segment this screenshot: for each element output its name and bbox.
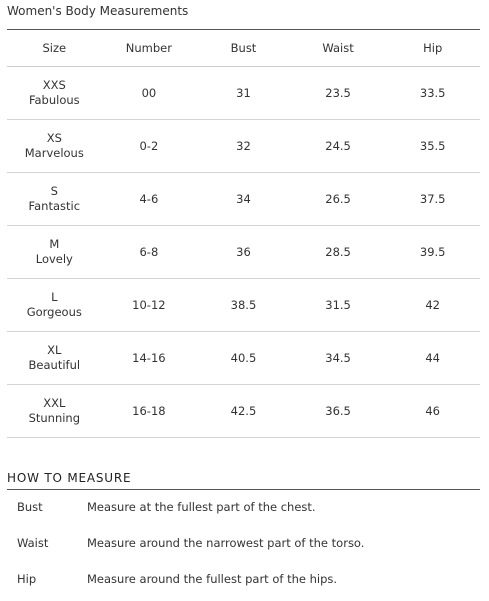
hip-cell: 46 (425, 403, 440, 418)
size-code: XXL (43, 396, 66, 410)
number-cell: 00 (141, 85, 157, 100)
size-cell: S Fantastic (7, 173, 102, 226)
section-divider (7, 489, 480, 490)
size-name: Stunning (28, 411, 81, 425)
header-size: Size (42, 41, 67, 55)
table-row: XS Marvelous 0-2 32 24.5 35.5 (7, 120, 480, 173)
table-row: XL Beautiful 14-16 40.5 34.5 44 (7, 332, 480, 385)
bust-cell: 38.5 (230, 297, 257, 312)
size-cell: M Lovely (7, 226, 102, 279)
size-cell: XXL Stunning (7, 385, 102, 438)
number-cell: 4-6 (139, 191, 159, 206)
header-waist: Waist (322, 41, 354, 55)
hip-cell: 44 (425, 350, 440, 365)
number-cell: 0-2 (139, 138, 159, 153)
table-row: XXS Fabulous 00 31 23.5 33.5 (7, 67, 480, 120)
measure-label: Hip (17, 572, 37, 586)
measure-description: Measure around the fullest part of the h… (87, 572, 338, 586)
size-code: L (51, 290, 58, 304)
number-cell: 10-12 (132, 297, 166, 312)
measure-description: Measure at the fullest part of the chest… (87, 500, 316, 514)
size-cell: XXS Fabulous (7, 67, 102, 120)
page-title: Women's Body Measurements (7, 4, 189, 18)
bust-cell: 36 (236, 244, 251, 259)
bust-cell: 32 (236, 138, 251, 153)
size-code: XL (47, 343, 62, 357)
measure-description: Measure around the narrowest part of the… (87, 536, 365, 550)
table-row: XXL Stunning 16-18 42.5 36.5 46 (7, 385, 480, 438)
table-header-row: Size Number Bust Waist Hip (7, 29, 480, 67)
waist-cell: 24.5 (325, 138, 351, 153)
size-name: Beautiful (28, 358, 81, 372)
table-row: L Gorgeous 10-12 38.5 31.5 42 (7, 279, 480, 332)
waist-cell: 28.5 (325, 244, 351, 259)
hip-cell: 39.5 (419, 244, 446, 259)
size-code: S (50, 184, 58, 198)
bust-cell: 40.5 (230, 350, 257, 365)
size-name: Lovely (35, 252, 73, 266)
number-cell: 16-18 (132, 403, 166, 418)
waist-cell: 31.5 (325, 297, 351, 312)
size-code: XS (46, 131, 62, 145)
number-cell: 14-16 (132, 350, 166, 365)
table-row: S Fantastic 4-6 34 26.5 37.5 (7, 173, 480, 226)
size-cell: XS Marvelous (7, 120, 102, 173)
size-name: Marvelous (24, 146, 84, 160)
measure-label: Waist (17, 536, 49, 550)
hip-cell: 37.5 (419, 191, 446, 206)
bust-cell: 42.5 (230, 403, 257, 418)
bust-cell: 34 (236, 191, 251, 206)
size-code: XXS (42, 78, 66, 92)
hip-cell: 42 (425, 297, 440, 312)
header-number: Number (125, 41, 172, 55)
size-name: Fabulous (28, 93, 80, 107)
size-code: M (49, 237, 60, 251)
waist-cell: 36.5 (325, 403, 351, 418)
size-name: Gorgeous (26, 305, 82, 319)
how-to-measure-heading: HOW TO MEASURE (7, 471, 132, 485)
hip-cell: 33.5 (419, 85, 446, 100)
size-chart-table: Size Number Bust Waist Hip XXS Fabulous … (7, 29, 480, 438)
size-name: Fantastic (28, 199, 81, 213)
measure-label: Bust (17, 500, 43, 514)
size-cell: XL Beautiful (7, 332, 102, 385)
header-bust: Bust (230, 41, 257, 55)
bust-cell: 31 (236, 85, 251, 100)
number-cell: 6-8 (139, 244, 159, 259)
waist-cell: 26.5 (325, 191, 351, 206)
table-row: M Lovely 6-8 36 28.5 39.5 (7, 226, 480, 279)
size-cell: L Gorgeous (7, 279, 102, 332)
hip-cell: 35.5 (419, 138, 446, 153)
waist-cell: 23.5 (325, 85, 351, 100)
header-hip: Hip (423, 41, 443, 55)
waist-cell: 34.5 (325, 350, 351, 365)
